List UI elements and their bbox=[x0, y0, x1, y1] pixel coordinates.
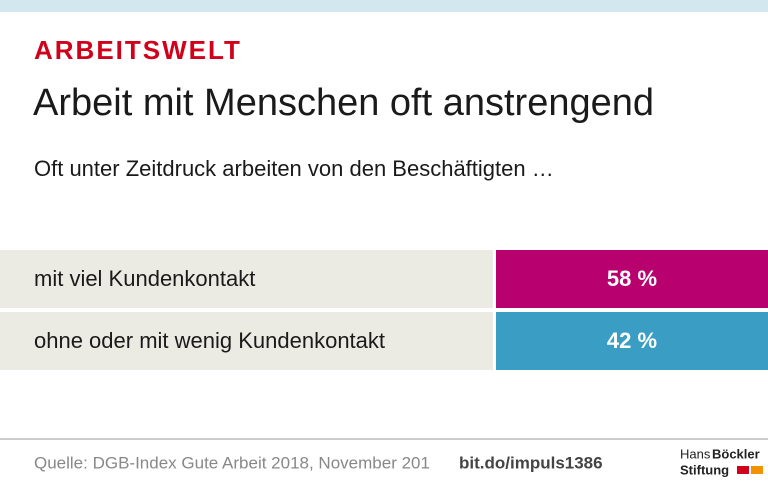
chart-title: Arbeit mit Menschen oft anstrengend bbox=[33, 82, 654, 124]
logo-stiftung: Stiftung bbox=[680, 462, 729, 477]
row-label: ohne oder mit wenig Kundenkontakt bbox=[34, 328, 385, 353]
top-stripe bbox=[0, 0, 768, 12]
link: bit.do/impuls1386 bbox=[459, 453, 603, 472]
row-label-cell bbox=[0, 250, 493, 308]
source: Quelle: DGB-Index Gute Arbeit 2018, Nove… bbox=[34, 453, 430, 472]
subtitle: Oft unter Zeitdruck arbeiten von den Bes… bbox=[34, 156, 554, 181]
logo-hans: Hans bbox=[680, 446, 711, 461]
value-label: 58 % bbox=[607, 266, 657, 291]
row-label: mit viel Kundenkontakt bbox=[34, 266, 255, 291]
kicker: ARBEITSWELT bbox=[34, 35, 242, 65]
logo-square bbox=[737, 466, 749, 474]
value-cell bbox=[496, 250, 768, 308]
row-label-cell bbox=[0, 312, 493, 370]
logo-boeckler: Böckler bbox=[712, 446, 760, 461]
value-cell bbox=[496, 312, 768, 370]
logo-square bbox=[751, 466, 763, 474]
value-label: 42 % bbox=[607, 328, 657, 353]
